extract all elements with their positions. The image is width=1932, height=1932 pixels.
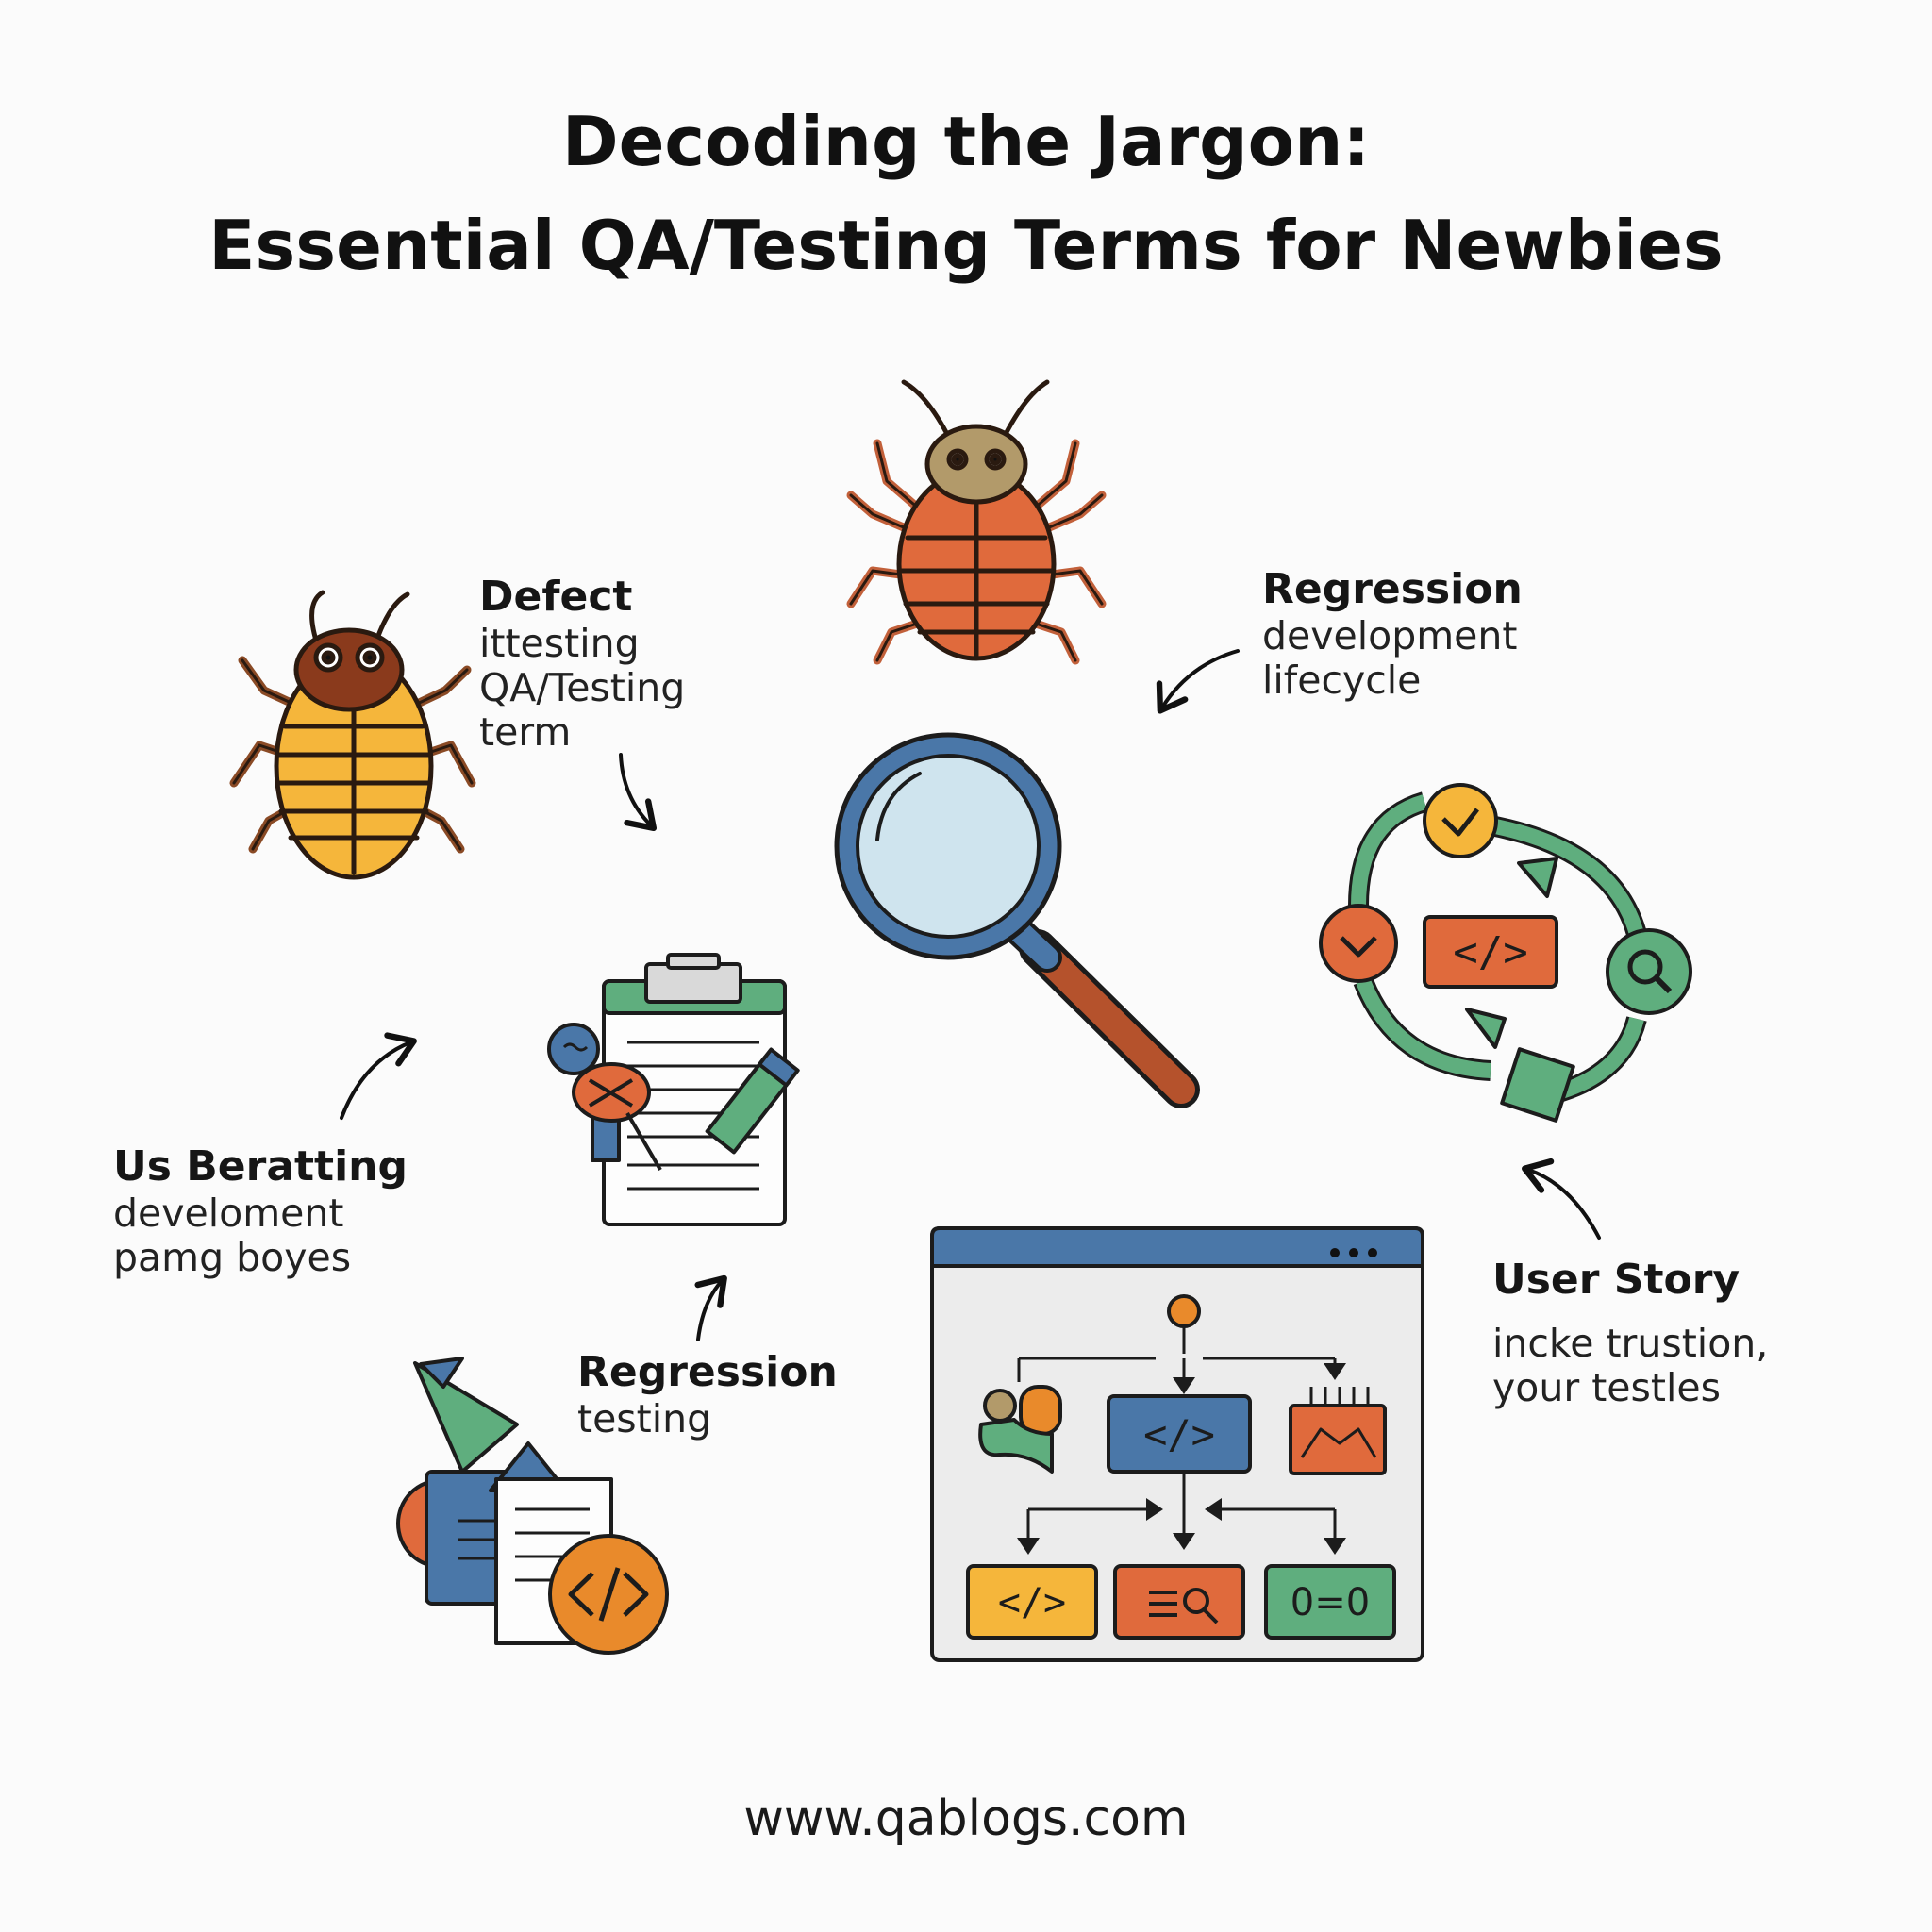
label-line: testing [577,1395,712,1441]
label-heading: Us Beratting [113,1142,408,1191]
label-regression-testing: Regression testing [577,1348,838,1441]
clipboard-test-case-icon [547,953,800,1226]
label-user-story: User Story incke trustion, your testles [1492,1256,1769,1410]
label-line: pamg boyes [113,1234,352,1280]
workflow-browser-window: </> </> 0=0 [930,1226,1424,1662]
equals-glyph: 0=0 [1291,1581,1370,1624]
arrow-regression-top [1156,649,1240,714]
yellow-code-glyph: </> [998,1581,1066,1624]
label-heading: User Story [1492,1256,1740,1304]
label-us-beratting: Us Beratting develoment pamg boyes [113,1142,408,1280]
label-line: develoment [113,1190,344,1236]
label-regression-lifecycle: Regression development lifecycle [1262,565,1523,703]
window-code-glyph: </> [1143,1411,1215,1457]
arrow-defect [619,753,658,832]
development-cycle-icon: </> [1319,783,1692,1123]
pointer-arrows [340,649,1601,1341]
label-defect: Defect ittesting QA/Testing term [479,573,686,755]
label-line: ittesting [479,620,640,666]
label-line: your testles [1492,1364,1721,1410]
footer-url: www.qablogs.com [743,1790,1189,1847]
label-heading: Regression [1262,565,1523,613]
orange-bug-icon [846,379,1107,665]
arrow-us-beratting [340,1032,417,1120]
label-heading: Defect [479,573,633,621]
documents-code-stack-icon [396,1357,669,1655]
arrow-regression-testing [694,1274,727,1341]
yellow-bug-icon [229,590,476,880]
cycle-code-glyph: </> [1453,928,1527,976]
arrow-user-story [1522,1158,1601,1240]
label-heading: Regression [577,1348,838,1396]
magnifying-glass-icon [834,732,1200,1108]
label-line: QA/Testing [479,664,686,710]
label-line: incke trustion, [1492,1320,1769,1366]
label-line: term [479,708,572,755]
label-line: lifecycle [1262,657,1422,703]
page-title-line-1: Decoding the Jargon: [561,102,1371,181]
page-title-line-2: Essential QA/Testing Terms for Newbies [208,206,1724,285]
label-line: development [1262,612,1518,658]
